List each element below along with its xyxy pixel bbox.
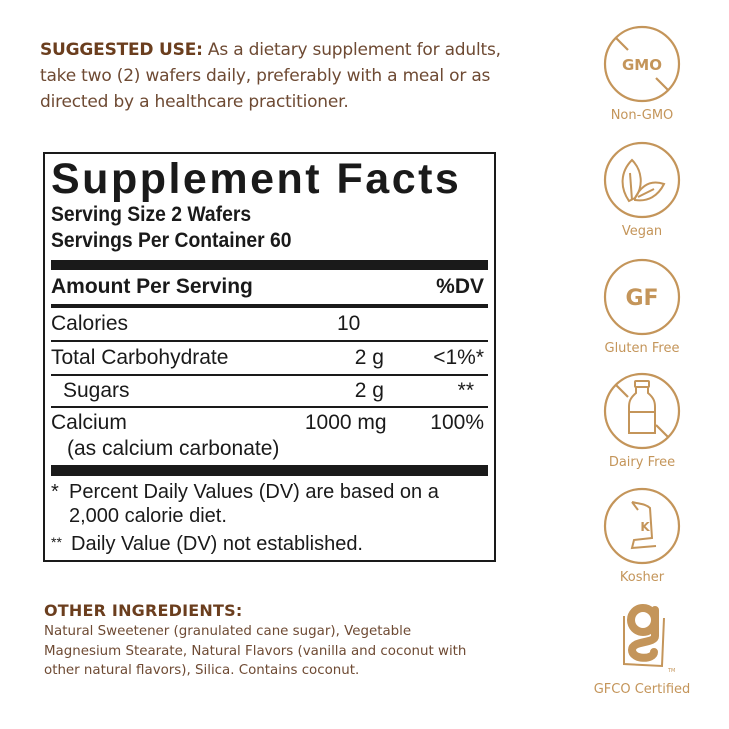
footnote: ** Daily Value (DV) not established. [51, 532, 488, 556]
thick-divider [51, 465, 488, 476]
svg-text:TM: TM [667, 668, 675, 674]
divider [51, 304, 488, 308]
gluten-free-icon: GF [603, 258, 681, 336]
servings-per-container: Servings Per Container 60 [51, 229, 292, 252]
nutrient-amount: 2 g [354, 379, 384, 402]
svg-text:K: K [640, 520, 650, 534]
badge-vegan: Vegan [592, 140, 692, 240]
table-row: Calories 10 [51, 308, 488, 340]
nutrient-name: Sugars [63, 379, 130, 402]
suggested-use: SUGGESTED USE: As a dietary supplement f… [40, 37, 540, 115]
nutrient-amount: 2 g [354, 346, 384, 369]
other-ingredients-heading: OTHER INGREDIENTS: [44, 601, 243, 620]
footnote-mark: * [51, 481, 59, 503]
kosher-icon: K [603, 487, 681, 565]
thick-divider [51, 260, 488, 270]
header-dv: %DV [436, 275, 484, 298]
divider [51, 406, 488, 408]
nutrient-amount: 1000 mg [304, 411, 387, 434]
footnote-text: Daily Value (DV) not established. [71, 533, 363, 555]
badge-label: GFCO Certified [593, 682, 691, 697]
badge-label: Dairy Free [608, 455, 676, 470]
footnote-mark: ** [51, 534, 62, 550]
badge-kosher: K Kosher [592, 486, 692, 586]
nutrient-name: Calcium [51, 411, 127, 434]
table-row: Sugars 2 g ** [51, 376, 488, 406]
table-row: Calcium (as calcium carbonate) 1000 mg 1… [51, 408, 488, 465]
non-gmo-icon: GMO [603, 25, 681, 103]
suggested-use-text: As a dietary supplement for adults, take… [40, 40, 501, 112]
badge-label: Non-GMO [610, 108, 674, 123]
nutrient-dv: 100% [430, 411, 484, 434]
serving-size: Serving Size 2 Wafers [51, 203, 252, 226]
gfco-certified-icon: TM [623, 604, 675, 674]
nutrient-dv: <1%* [433, 346, 484, 369]
footnote-text: Percent Daily Values (DV) are based on a… [69, 481, 439, 527]
nutrient-name: Calories [51, 312, 129, 335]
svg-text:GMO: GMO [622, 56, 662, 74]
badge-label: Vegan [621, 224, 663, 239]
badge-gluten-free: GF Gluten Free [592, 257, 692, 357]
nutrient-source: (as calcium carbonate) [67, 437, 280, 460]
table-header: Amount Per Serving %DV [51, 270, 488, 304]
divider [51, 374, 488, 376]
footnote: * Percent Daily Values (DV) are based on… [51, 480, 488, 528]
svg-text:GF: GF [625, 286, 658, 311]
table-row: Total Carbohydrate 2 g <1%* [51, 342, 488, 374]
suggested-use-heading: SUGGESTED USE: [40, 40, 203, 60]
badge-non-gmo: GMO Non-GMO [592, 24, 692, 124]
supplement-facts-title: Supplement Facts [51, 155, 462, 203]
vegan-leaf-icon [603, 141, 681, 219]
badge-gfco-certified: TM GFCO Certified [592, 596, 692, 698]
other-ingredients-text: Natural Sweetener (granulated cane sugar… [44, 624, 467, 678]
nutrient-amount: 10 [337, 312, 361, 335]
badge-label: Kosher [619, 570, 665, 585]
nutrient-name: Total Carbohydrate [51, 346, 229, 369]
divider [51, 340, 488, 342]
nutrient-dv: ** [457, 379, 474, 402]
footnotes: * Percent Daily Values (DV) are based on… [51, 480, 488, 556]
header-amount-per-serving: Amount Per Serving [51, 275, 253, 298]
nutrient-name-group: Calcium (as calcium carbonate) [51, 410, 279, 462]
other-ingredients: OTHER INGREDIENTS: Natural Sweetener (gr… [44, 600, 484, 681]
dairy-free-bottle-icon [603, 372, 681, 450]
supplement-facts-panel: Supplement Facts Serving Size 2 Wafers S… [43, 152, 496, 562]
badge-dairy-free: Dairy Free [592, 371, 692, 471]
badge-label: Gluten Free [604, 341, 680, 356]
